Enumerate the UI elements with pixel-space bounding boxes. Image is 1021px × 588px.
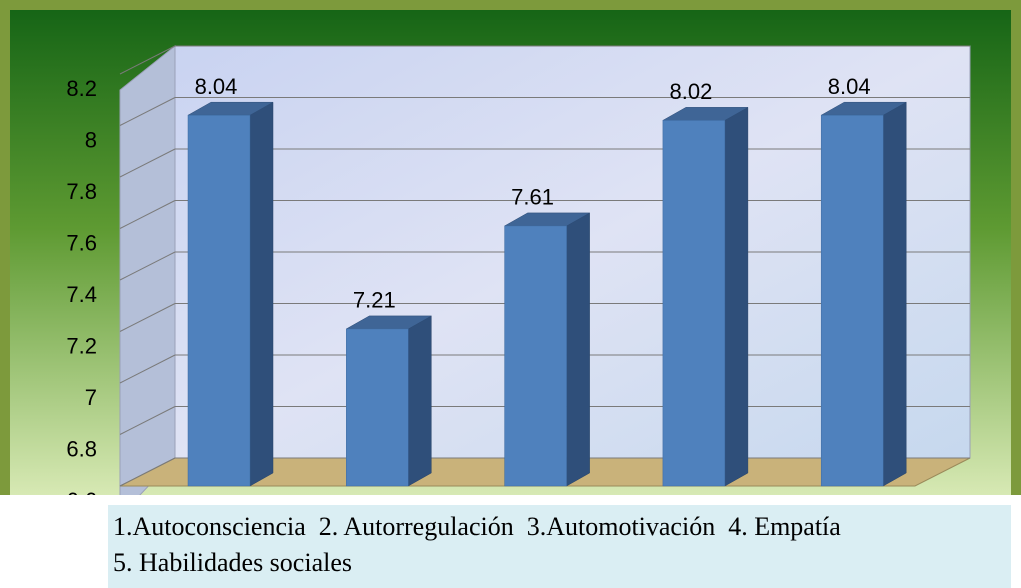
y-tick-label: 7.2 (66, 333, 97, 358)
y-tick-label: 6.8 (66, 436, 97, 461)
y-tick-label: 7.6 (66, 230, 97, 255)
bar-side (882, 101, 907, 487)
grid-line-side (119, 45, 176, 75)
bar (662, 120, 726, 487)
bar (820, 114, 884, 487)
plot-area: 6.6 6.8 7 7.2 7.4 7.6 7.8 8 8.2 8.04 7.21 7.61 8.02 8… (66, 44, 971, 505)
value-label: 8.02 (669, 79, 712, 104)
grid-line-side (119, 148, 176, 178)
bar-side (249, 101, 274, 487)
bar (346, 328, 409, 487)
grid-line-side (119, 457, 176, 487)
value-label: 7.21 (353, 288, 396, 313)
bar-side (724, 106, 749, 487)
caption: 1.Autoconsciencia 2. Autorregulación 3.A… (108, 505, 1011, 588)
y-tick-label: 7.8 (66, 179, 97, 204)
grid-line-side (119, 97, 176, 126)
chart: 6.6 6.8 7 7.2 7.4 7.6 7.8 8 8.2 8.04 7.21 7.61 8.02 8… (0, 0, 1021, 505)
y-tick-label: 7 (85, 385, 97, 410)
bar-side (408, 315, 432, 487)
grid-line-side (119, 406, 176, 435)
y-tick-label: 6.6 (66, 488, 97, 505)
grid-line-side (119, 251, 176, 281)
caption-line: 1.Autoconsciencia 2. Autorregulación 3.A… (113, 512, 841, 541)
value-label: 8.04 (195, 74, 238, 99)
grid-line-side (119, 354, 176, 384)
y-tick-label: 8 (85, 127, 97, 152)
bar (504, 225, 567, 487)
bar-side (566, 212, 590, 487)
grid-line-side (119, 200, 176, 229)
y-tick-label: 8.2 (66, 76, 97, 101)
caption-line: 5. Habilidades sociales (113, 548, 352, 577)
value-label: 8.04 (828, 74, 871, 99)
bar (187, 114, 251, 487)
grid-line-side (119, 303, 176, 332)
y-tick-label: 7.4 (66, 282, 97, 307)
value-label: 7.61 (511, 185, 554, 210)
